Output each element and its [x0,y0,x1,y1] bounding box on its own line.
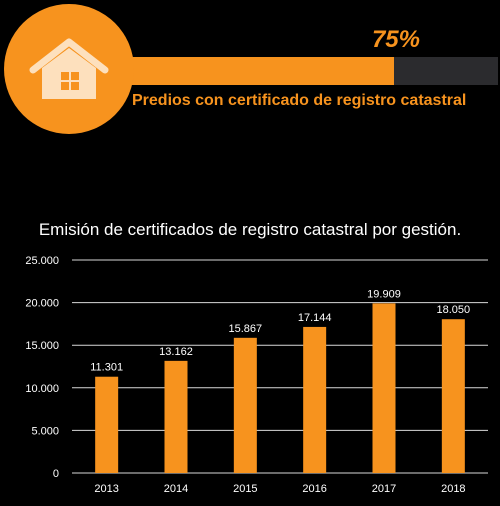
home-badge [4,4,134,134]
progress-label: Predios con certificado de registro cata… [132,92,467,109]
y-tick-label: 10.000 [25,383,59,395]
bar [95,376,119,473]
y-tick-label: 5.000 [31,425,59,437]
x-tick-label: 2015 [233,483,257,495]
data-label: 19.909 [367,288,401,300]
house-icon [29,38,109,99]
y-tick-label: 0 [53,468,59,480]
progress-track [80,57,498,85]
bar [303,326,327,473]
progress-percent: 75% [371,26,420,53]
bar [372,303,396,473]
progress-section: 75% Predios con certificado de registro … [0,0,500,140]
y-tick-label: 15.000 [25,340,59,352]
data-label: 15.867 [229,323,263,335]
bar [233,337,257,473]
y-tick-label: 20.000 [25,298,59,310]
data-label: 17.144 [298,312,332,324]
data-label: 18.050 [437,304,471,316]
x-tick-label: 2014 [164,483,188,495]
bar-chart: 0 5.000 10.000 15.000 20.000 25.000 11.301 2013… [25,255,488,495]
x-tick-label: 2013 [94,483,118,495]
data-label: 11.301 [90,362,123,374]
bar [164,360,188,473]
data-label: 13.162 [159,346,193,358]
x-tick-label: 2018 [441,483,465,495]
bar [441,319,465,473]
x-tick-label: 2016 [302,483,326,495]
chart-title: Emisión de certificados de registro cata… [38,220,462,239]
y-tick-label: 25.000 [25,255,59,267]
x-tick-label: 2017 [372,483,396,495]
chart-section: 0 5.000 10.000 15.000 20.000 25.000 11.301 2013… [0,200,500,506]
